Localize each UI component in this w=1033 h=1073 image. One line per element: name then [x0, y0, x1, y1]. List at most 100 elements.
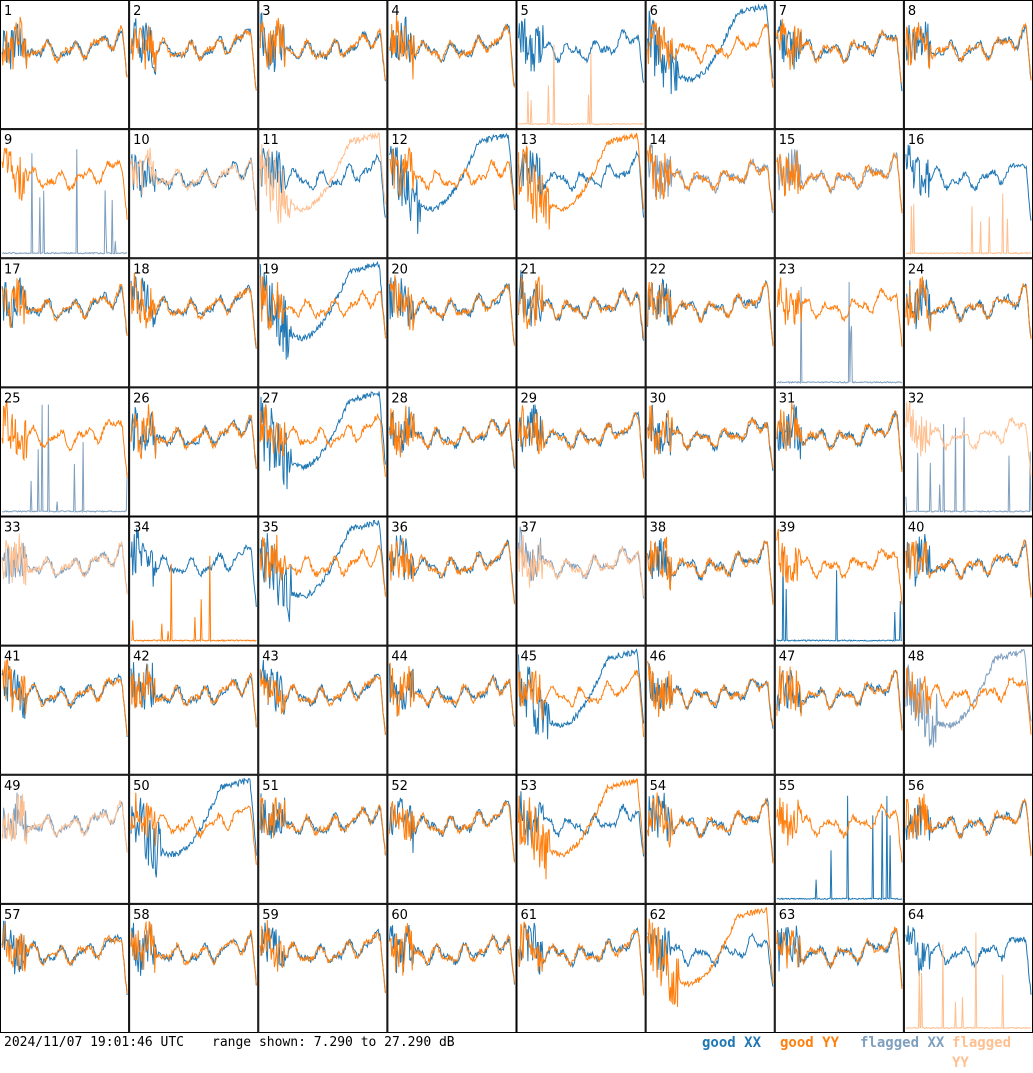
panel-number: 39 — [779, 521, 796, 536]
trace-xx-good — [776, 551, 902, 643]
panel-6: 6 — [645, 0, 775, 130]
panel-26: 26 — [129, 387, 259, 517]
trace-yy-good — [388, 14, 515, 88]
legend-good-xx-pol: XX — [744, 1035, 762, 1051]
panel-number: 10 — [133, 133, 150, 148]
panel-29: 29 — [516, 387, 646, 517]
panel-38: 38 — [645, 516, 775, 646]
panel-number: 30 — [650, 391, 667, 406]
panel-number: 63 — [779, 908, 796, 923]
panel-frame — [645, 645, 775, 775]
trace-xx-good — [518, 791, 645, 857]
panel-number: 54 — [650, 779, 667, 794]
trace-yy-good — [1, 278, 128, 337]
trace-xx-good — [776, 404, 903, 470]
trace-yy-flagged — [130, 147, 257, 211]
panel-45: 45 — [516, 645, 646, 775]
panel-number: 51 — [262, 779, 279, 794]
trace-yy-good — [776, 18, 903, 84]
panel-number: 19 — [262, 262, 279, 277]
trace-yy-good — [259, 17, 386, 81]
panel-frame — [774, 129, 904, 259]
panel-58: 58 — [129, 903, 259, 1033]
panel-frame — [774, 0, 904, 130]
trace-yy-good — [130, 25, 257, 91]
panel-frame — [0, 258, 130, 388]
panel-frame — [387, 387, 517, 517]
panel-50: 50 — [129, 774, 259, 904]
panel-number: 6 — [650, 4, 658, 19]
panel-frame — [0, 0, 130, 130]
panel-frame — [516, 903, 646, 1033]
panel-number: 60 — [391, 908, 408, 923]
panel-frame — [516, 0, 646, 130]
panel-number: 42 — [133, 650, 150, 665]
trace-yy-good — [259, 275, 386, 339]
panel-frame — [645, 387, 775, 517]
trace-xx-good — [259, 793, 386, 856]
legend-flagged-xx-label: flagged — [860, 1035, 920, 1051]
panel-13: 13 — [516, 129, 646, 259]
trace-yy-good — [1, 147, 128, 220]
panel-frame — [387, 0, 517, 130]
trace-xx-good — [518, 648, 645, 740]
panel-11: 11 — [258, 129, 388, 259]
panel-frame — [258, 387, 388, 517]
legend-flagged-yy: flagged YY — [952, 1033, 1033, 1073]
trace-yy-good — [518, 921, 645, 996]
panel-21: 21 — [516, 258, 646, 388]
legend-good-xx-label: good — [702, 1035, 736, 1051]
trace-yy-good — [776, 665, 903, 731]
panel-48: 48 — [903, 645, 1033, 775]
panel-number: 27 — [262, 391, 279, 406]
panel-frame — [903, 387, 1033, 517]
trace-yy-good — [388, 662, 515, 726]
trace-yy-good — [905, 539, 1032, 598]
panel-number: 15 — [779, 133, 796, 148]
trace-yy-good — [905, 22, 1032, 81]
panel-number: 52 — [391, 779, 408, 794]
panel-number: 7 — [779, 4, 787, 19]
panel-number: 59 — [262, 908, 279, 923]
panel-number: 18 — [133, 262, 150, 277]
trace-yy-good — [130, 792, 257, 865]
panel-number: 50 — [133, 779, 150, 794]
trace-yy-good — [776, 926, 903, 989]
panel-number: 29 — [521, 391, 538, 406]
legend-flagged-xx: flagged XX — [860, 1033, 944, 1053]
panel-frame — [645, 516, 775, 646]
panel-number: 43 — [262, 650, 279, 665]
panel-number: 48 — [908, 650, 925, 665]
trace-yy-good — [1, 658, 128, 736]
panel-number: 16 — [908, 133, 925, 148]
panel-number: 61 — [521, 908, 538, 923]
trace-yy-good — [518, 778, 645, 880]
panel-number: 62 — [650, 908, 667, 923]
panel-frame — [774, 903, 904, 1033]
panel-28: 28 — [387, 387, 517, 517]
trace-yy-good — [905, 793, 1032, 857]
panel-number: 31 — [779, 391, 796, 406]
trace-yy-good — [647, 792, 774, 864]
panel-frame — [387, 258, 517, 388]
legend-flagged-yy-label: flagged — [952, 1035, 1012, 1051]
trace-yy-good — [130, 555, 257, 643]
trace-yy-good — [389, 275, 515, 346]
trace-yy-good — [388, 801, 515, 863]
trace-yy-flagged — [905, 193, 1032, 256]
panel-20: 20 — [387, 258, 517, 388]
panel-42: 42 — [129, 645, 259, 775]
trace-xx-flagged — [776, 281, 903, 384]
timestamp: 2024/11/07 19:01:46 UTC — [4, 1035, 185, 1050]
panel-7: 7 — [774, 0, 904, 130]
panel-47: 47 — [774, 645, 904, 775]
trace-xx-good — [905, 144, 1032, 221]
trace-yy-good — [389, 147, 515, 210]
panel-number: 9 — [4, 133, 12, 148]
panel-56: 56 — [903, 774, 1033, 904]
panel-number: 17 — [4, 262, 21, 277]
panel-33: 33 — [0, 516, 130, 646]
panel-number: 14 — [650, 133, 667, 148]
panel-24: 24 — [903, 258, 1033, 388]
